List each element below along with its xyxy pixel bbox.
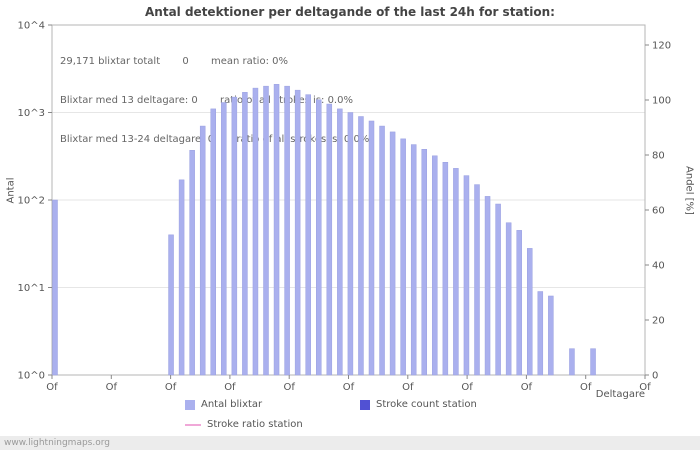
y-right-tick-label: 120 <box>652 41 671 52</box>
annotation-line-total: 29,171 blixtar totalt 0 mean ratio: 0% <box>60 56 288 67</box>
bar <box>400 138 406 376</box>
legend-item-stroke-ratio: Stroke ratio station <box>185 419 303 430</box>
bar <box>347 112 354 376</box>
x-tick-label: Of <box>402 382 414 393</box>
bar <box>263 85 269 376</box>
y-axis-label-left: Antal <box>5 177 17 204</box>
bar <box>358 116 364 376</box>
x-tick-label: Of <box>224 382 236 393</box>
x-tick-label: Of <box>580 382 592 393</box>
annotations-block: 29,171 blixtar totalt 0 mean ratio: 0% B… <box>60 29 369 172</box>
bar <box>389 131 396 376</box>
bar <box>368 120 375 376</box>
chart-title: Antal detektioner per deltagande of the … <box>145 5 555 19</box>
bar <box>505 222 512 376</box>
x-axis-label: Deltagare <box>595 389 645 400</box>
bar <box>463 175 470 376</box>
y-left-tick-label: 10^4 <box>18 21 45 32</box>
bar <box>474 184 480 376</box>
bar <box>484 196 491 376</box>
bar <box>168 234 174 376</box>
x-tick-label: Of <box>521 382 533 393</box>
watermark: www.lightningmaps.org <box>0 436 700 450</box>
bar <box>410 144 417 376</box>
bar <box>527 248 533 376</box>
y-left-tick-label: 10^0 <box>18 371 45 382</box>
bar <box>273 84 280 376</box>
x-tick-label: Of <box>343 382 355 393</box>
x-tick-label: Of <box>461 382 473 393</box>
bar <box>379 125 385 376</box>
bar <box>210 108 216 376</box>
x-tick-label: Of <box>46 382 58 393</box>
y-left-tick-label: 10^3 <box>18 108 45 119</box>
bar <box>432 155 438 376</box>
y-right-tick-label: 80 <box>652 151 665 162</box>
bar <box>199 125 206 376</box>
bar <box>284 85 290 376</box>
y-right-tick-label: 20 <box>652 316 665 327</box>
y-left-tick-label: 10^1 <box>18 283 45 294</box>
bar <box>178 179 185 376</box>
legend-swatch-bar-icon <box>185 399 195 410</box>
bar <box>189 150 195 376</box>
bar <box>453 168 459 376</box>
bar <box>221 102 227 376</box>
legend-item-antal-blixtar: Antal blixtar <box>185 399 262 410</box>
bar <box>242 92 248 376</box>
bar <box>495 203 501 376</box>
legend-item-stroke-count: Stroke count station <box>360 399 477 410</box>
bar <box>516 230 522 376</box>
bar <box>294 89 301 376</box>
bar <box>569 348 575 376</box>
bar <box>252 87 259 376</box>
bar <box>590 348 596 376</box>
y-right-tick-label: 0 <box>652 371 658 382</box>
bar <box>305 94 311 376</box>
legend-swatch-ratio-icon <box>185 423 201 426</box>
bar <box>421 149 427 376</box>
legend-label-stroke-count: Stroke count station <box>376 399 477 410</box>
bar <box>326 103 333 376</box>
x-tick-label: Of <box>165 382 177 393</box>
y-axis-label-right: Andel [%] <box>683 166 695 215</box>
legend-label-antal-blixtar: Antal blixtar <box>201 399 263 410</box>
y-right-tick-label: 60 <box>652 206 665 217</box>
bar <box>52 199 58 376</box>
legend-swatch-count-icon <box>360 399 370 410</box>
bar <box>548 295 554 376</box>
bar <box>231 96 238 376</box>
y-left-tick-label: 10^2 <box>18 196 45 207</box>
x-tick-label: Of <box>639 382 651 393</box>
x-tick-label: Of <box>106 382 118 393</box>
bar <box>442 162 449 376</box>
x-tick-label: Of <box>283 382 295 393</box>
y-right-tick-label: 100 <box>652 96 671 107</box>
legend-label-stroke-ratio: Stroke ratio station <box>207 419 303 430</box>
bar <box>537 291 544 376</box>
bar <box>316 99 322 376</box>
bar <box>337 108 343 376</box>
y-right-tick-label: 40 <box>652 261 665 272</box>
